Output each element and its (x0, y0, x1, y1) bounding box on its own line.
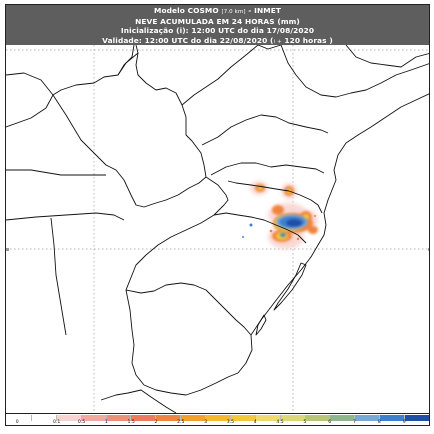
legend-label: 0.1 (52, 420, 61, 425)
title-bar: Modelo COSMO [7.0 km] - INMET NEVE ACUMU… (6, 5, 429, 45)
legend-label: 5 (303, 420, 307, 425)
legend-label: 3.5 (226, 420, 235, 425)
legend-label: 8 (377, 420, 381, 425)
legend-label: 3 (204, 420, 208, 425)
snow-dot (241, 235, 245, 239)
political-boundaries (6, 45, 429, 413)
boundary-sp-rj (345, 45, 429, 68)
boundary-sp-mg (257, 45, 282, 50)
snow-dot (314, 215, 316, 217)
legend-labels: 0 0.1 0.5 1 1.5 2 2.5 3 3.5 4 4.5 5 6 7 8 9 (7, 420, 429, 425)
legend-label: 1 (104, 420, 108, 425)
legend-label: 1.5 (127, 420, 135, 425)
color-legend: 0 0.1 0.5 1 1.5 2 2.5 3 3.5 4 4.5 5 6 7 8 9 (6, 413, 429, 425)
legend-swatch (7, 415, 32, 421)
coast-rio-de-la-plata (143, 372, 239, 396)
boundary-entre-rios (6, 212, 125, 221)
lagoa-mirim (255, 314, 267, 336)
boundary-uruguay-brazil (125, 282, 252, 336)
boundary-pr-sp (201, 114, 329, 146)
snow-dot (296, 237, 300, 241)
boundary-pr-sc (210, 162, 325, 176)
boundary-ms-sp (181, 45, 259, 106)
model-resolution: [7.0 km] (221, 9, 246, 15)
legend-swatch (305, 415, 331, 421)
snow-blue-mid (280, 233, 286, 237)
boundary-bolivia-paraguay (6, 45, 139, 128)
legend-swatch (280, 415, 306, 421)
boundary-corrientes (6, 169, 106, 176)
boundary-argentina-brazil (125, 214, 215, 291)
legend-label: 6 (328, 420, 332, 425)
legend-label: 2.5 (177, 420, 185, 425)
lagoa-dos-patos (273, 262, 307, 311)
legend-label: 7 (353, 420, 356, 425)
boundary-santa-fe (50, 217, 67, 336)
snow-dot (249, 223, 253, 227)
legend-swatch (31, 415, 57, 421)
legend-label: 9 (402, 420, 406, 425)
map-svg (6, 45, 429, 413)
legend-swatch (206, 415, 231, 421)
legend-swatch (81, 415, 107, 421)
legend-swatch (156, 415, 182, 421)
model-name: Modelo COSMO (153, 6, 219, 15)
legend-swatch (106, 415, 132, 421)
coast-argentina-south (100, 389, 177, 413)
title-line-valid: Validade: 12:00 UTC do dia 22/08/2020 (i… (6, 36, 429, 47)
snow-orange (308, 226, 318, 234)
legend-swatch (405, 415, 429, 421)
boundary-uruguay-argentina (125, 289, 145, 386)
grid-tick (428, 248, 429, 251)
legend-swatch (355, 415, 381, 421)
snow-field (241, 181, 318, 249)
snow-dot (269, 229, 273, 233)
legend-label: 2 (154, 420, 158, 425)
snow-blue-dark (286, 219, 302, 227)
boundary-rs-internal (213, 212, 307, 244)
legend-label: 4 (253, 420, 257, 425)
map-area (6, 45, 429, 413)
legend-label: 4.5 (276, 420, 284, 425)
title-line-init: Inicialização (i): 12:00 UTC do dia 17/0… (120, 26, 315, 36)
legend-swatch (230, 415, 256, 421)
grid-tick (6, 248, 9, 251)
title-line-model: Modelo COSMO [7.0 km] - INMET (6, 6, 429, 17)
legend-swatches (7, 415, 429, 421)
valid-offset-label: i + (273, 38, 282, 45)
valid-prefix: Validade: 12:00 UTC do dia 22/08/2020 ( (102, 35, 274, 45)
boundary-ms-go (117, 45, 135, 76)
legend-swatch (131, 415, 157, 421)
coast-uruguay (237, 334, 253, 374)
lat-lon-grid (6, 45, 429, 413)
grid-tick-marks (6, 248, 429, 251)
legend-swatch (255, 415, 281, 421)
boundary-misiones (205, 176, 229, 216)
legend-label: 0.5 (77, 420, 86, 425)
boundary-argentina-west (6, 72, 54, 96)
boundary-paraguay-brazil (135, 52, 207, 178)
valid-suffix: 120 horas ) (281, 35, 333, 45)
title-line-variable: NEVE ACUMULADA EM 24 HORAS (mm) (135, 17, 300, 27)
boundary-sc-rs (227, 180, 323, 214)
model-source: - INMET (245, 6, 282, 15)
boundary-paraguay-argentina (52, 94, 207, 208)
legend-swatch (56, 415, 82, 421)
legend-swatch (181, 415, 206, 421)
map-figure: Modelo COSMO [7.0 km] - INMET NEVE ACUMU… (5, 4, 430, 426)
legend-swatch (380, 415, 405, 421)
boundary-mg-north (280, 45, 429, 98)
snow-orange (272, 205, 284, 215)
legend-swatch (330, 415, 356, 421)
legend-label: 0 (15, 420, 19, 425)
